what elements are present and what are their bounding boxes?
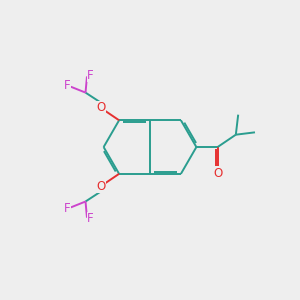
Text: O: O — [96, 101, 106, 114]
Text: F: F — [87, 212, 94, 225]
Text: F: F — [64, 202, 70, 215]
Text: F: F — [64, 79, 70, 92]
Text: O: O — [96, 180, 106, 193]
Text: O: O — [213, 167, 222, 180]
Text: F: F — [87, 69, 94, 82]
